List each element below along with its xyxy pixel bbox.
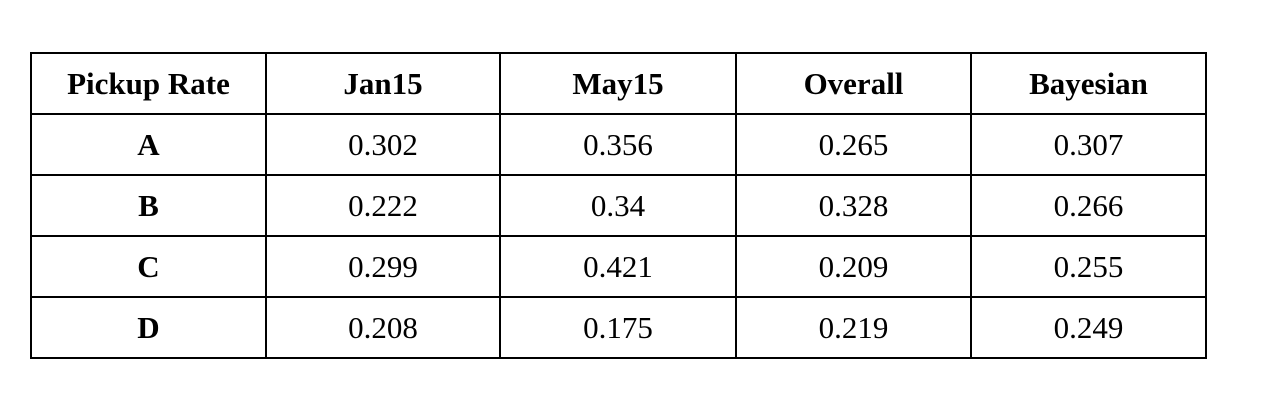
table-cell: 0.175: [499, 296, 737, 359]
table-row: C 0.299 0.421 0.209 0.255: [30, 235, 1207, 298]
table-cell: 0.265: [735, 113, 972, 176]
table-cell: 0.302: [265, 113, 501, 176]
pickup-rate-table: Pickup Rate Jan15 May15 Overall Bayesian…: [30, 52, 1207, 359]
header-pickup-rate: Pickup Rate: [30, 52, 267, 115]
header-jan15: Jan15: [265, 52, 501, 115]
table-cell: 0.266: [970, 174, 1207, 237]
row-label: B: [30, 174, 267, 237]
row-label: D: [30, 296, 267, 359]
header-bayesian: Bayesian: [970, 52, 1207, 115]
table-cell: 0.34: [499, 174, 737, 237]
row-label: A: [30, 113, 267, 176]
table-cell: 0.209: [735, 235, 972, 298]
table-row: D 0.208 0.175 0.219 0.249: [30, 296, 1207, 359]
table-cell: 0.307: [970, 113, 1207, 176]
table-row: A 0.302 0.356 0.265 0.307: [30, 113, 1207, 176]
row-label: C: [30, 235, 267, 298]
header-may15: May15: [499, 52, 737, 115]
table-cell: 0.255: [970, 235, 1207, 298]
table-cell: 0.328: [735, 174, 972, 237]
table-cell: 0.219: [735, 296, 972, 359]
table-cell: 0.421: [499, 235, 737, 298]
table-cell: 0.222: [265, 174, 501, 237]
table-cell: 0.208: [265, 296, 501, 359]
table-row: B 0.222 0.34 0.328 0.266: [30, 174, 1207, 237]
header-overall: Overall: [735, 52, 972, 115]
table-header-row: Pickup Rate Jan15 May15 Overall Bayesian: [30, 52, 1207, 115]
table-cell: 0.299: [265, 235, 501, 298]
table-cell: 0.356: [499, 113, 737, 176]
table-cell: 0.249: [970, 296, 1207, 359]
